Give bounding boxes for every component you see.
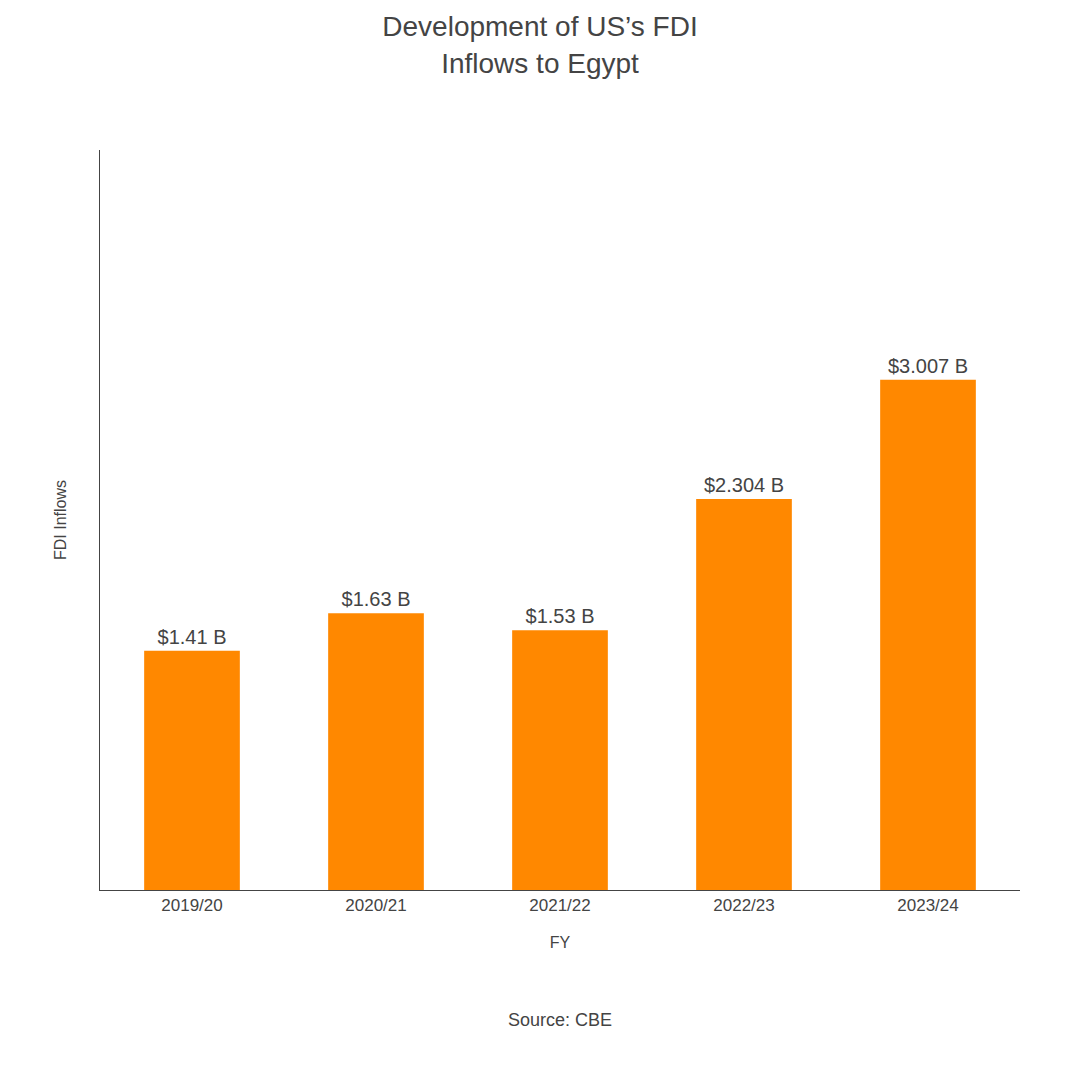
svg-text:2020/21: 2020/21 xyxy=(345,896,406,915)
svg-text:FY: FY xyxy=(550,934,571,951)
svg-text:Development of US’s FDIInflows: Development of US’s FDIInflows to Egypt xyxy=(382,11,697,78)
svg-text:FDI Inflows: FDI Inflows xyxy=(52,480,69,560)
svg-text:2023/24: 2023/24 xyxy=(897,896,958,915)
svg-text:$3.007 B: $3.007 B xyxy=(888,355,968,377)
svg-text:2021/22: 2021/22 xyxy=(529,896,590,915)
svg-text:$2.304 B: $2.304 B xyxy=(704,474,784,496)
svg-text:Source: CBE: Source: CBE xyxy=(508,1010,612,1030)
svg-text:2022/23: 2022/23 xyxy=(713,896,774,915)
svg-text:2019/20: 2019/20 xyxy=(161,896,222,915)
svg-text:$1.63 B: $1.63 B xyxy=(342,588,411,610)
svg-text:$1.41 B: $1.41 B xyxy=(158,626,227,648)
svg-text:$1.53 B: $1.53 B xyxy=(526,605,595,627)
